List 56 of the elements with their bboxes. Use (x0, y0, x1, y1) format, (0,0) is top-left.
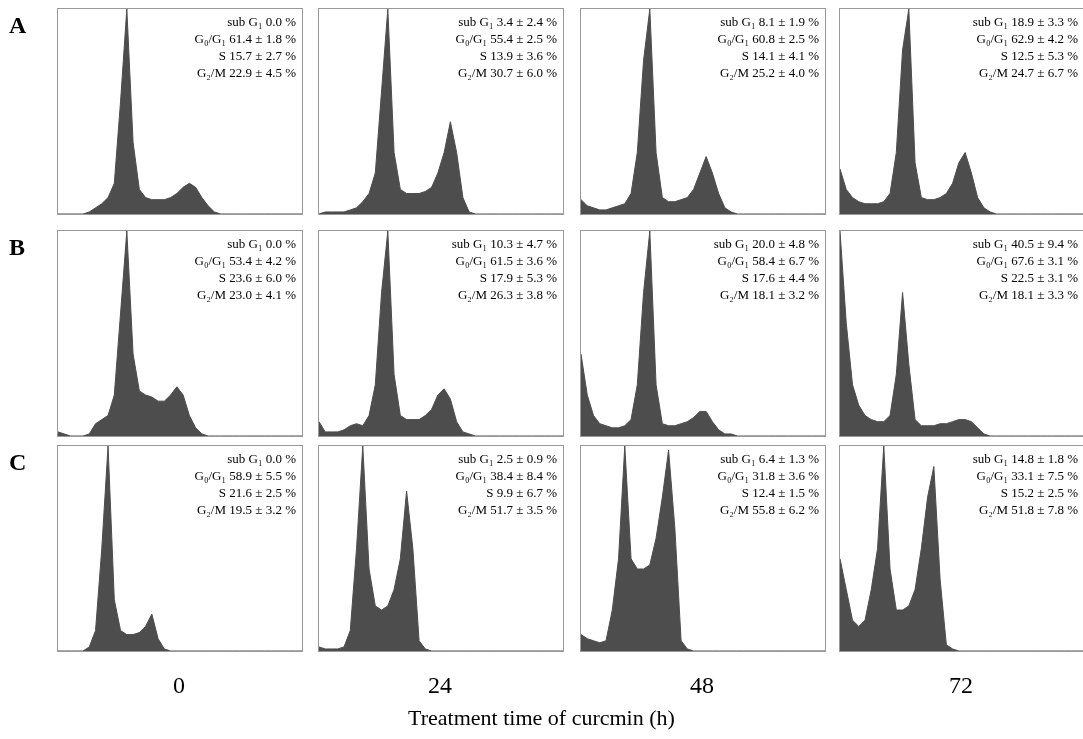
annotation: G₂/M 26.3 ± 3.8 % (456, 286, 557, 303)
annotation: sub G₁ 2.5 ± 0.9 % (457, 450, 557, 467)
annotation: sub G₁ 8.1 ± 1.9 % (719, 13, 819, 30)
annotation: sub G₁ 14.8 ± 1.8 % (972, 450, 1078, 467)
x-axis-title: 48 (689, 672, 715, 699)
annotation: G₀/G₁ 61.4 ± 1.8 % (194, 30, 296, 47)
chart-title: A (9, 12, 27, 39)
annotation: sub G₁ 0.0 % (226, 13, 296, 30)
annotation: G₀/G₁ 58.9 ± 5.5 % (194, 467, 296, 484)
annotation: G₂/M 18.1 ± 3.2 % (718, 286, 819, 303)
annotation: G₀/G₁ 33.1 ± 7.5 % (975, 467, 1078, 484)
annotation: S 23.6 ± 6.0 % (217, 269, 296, 286)
annotation: G₀/G₁ 60.8 ± 2.5 % (717, 30, 819, 47)
chart-title: C (9, 449, 27, 476)
annotation: S 12.4 ± 1.5 % (740, 484, 819, 501)
annotation: G₂/M 23.0 ± 4.1 % (195, 286, 296, 303)
annotation: G₂/M 55.8 ± 6.2 % (718, 501, 819, 518)
x-axis-title: 0 (172, 672, 186, 699)
annotation: sub G₁ 40.5 ± 9.4 % (972, 235, 1078, 252)
annotation: G₀/G₁ 61.5 ± 3.6 % (454, 252, 557, 269)
annotation: S 13.9 ± 3.6 % (478, 47, 557, 64)
annotation: G₂/M 19.5 ± 3.2 % (195, 501, 296, 518)
annotation: G₂/M 18.1 ± 3.3 % (977, 286, 1078, 303)
annotation: G₂/M 25.2 ± 4.0 % (718, 64, 819, 81)
annotation: sub G₁ 18.9 ± 3.3 % (972, 13, 1078, 30)
annotation: sub G₁ 6.4 ± 1.3 % (719, 450, 819, 467)
annotation: G₀/G₁ 31.8 ± 3.6 % (717, 467, 819, 484)
x-axis-title: 72 (948, 672, 974, 699)
annotation: S 14.1 ± 4.1 % (740, 47, 819, 64)
annotation: G₂/M 22.9 ± 4.5 % (195, 64, 296, 81)
annotation: S 9.9 ± 6.7 % (485, 484, 557, 501)
annotation: S 15.7 ± 2.7 % (217, 47, 296, 64)
text: Treatment time of curcmin (h) (408, 705, 675, 730)
annotation: sub G₁ 0.0 % (226, 235, 296, 252)
annotation: G₀/G₁ 67.6 ± 3.1 % (975, 252, 1078, 269)
annotation: S 21.6 ± 2.5 % (217, 484, 296, 501)
x-axis-title: 24 (427, 672, 453, 699)
annotation: G₀/G₁ 38.4 ± 8.4 % (455, 467, 557, 484)
annotation: G₂/M 51.7 ± 3.5 % (456, 501, 557, 518)
annotation: S 15.2 ± 2.5 % (999, 484, 1078, 501)
annotation: sub G₁ 3.4 ± 2.4 % (457, 13, 557, 30)
annotation: G₀/G₁ 55.4 ± 2.5 % (455, 30, 557, 47)
annotation: sub G₁ 20.0 ± 4.8 % (713, 235, 819, 252)
annotation: G₂/M 30.7 ± 6.0 % (456, 64, 557, 81)
annotation: G₀/G₁ 62.9 ± 4.2 % (975, 30, 1078, 47)
annotation: G₂/M 24.7 ± 6.7 % (977, 64, 1078, 81)
annotation: sub G₁ 10.3 ± 4.7 % (451, 235, 557, 252)
annotation: sub G₁ 0.0 % (226, 450, 296, 467)
annotation: S 12.5 ± 5.3 % (999, 47, 1078, 64)
annotation: S 17.6 ± 4.4 % (740, 269, 819, 286)
annotation: G₂/M 51.8 ± 7.8 % (977, 501, 1078, 518)
annotation: G₀/G₁ 53.4 ± 4.2 % (194, 252, 296, 269)
annotation: S 22.5 ± 3.1 % (999, 269, 1078, 286)
annotation: S 17.9 ± 5.3 % (478, 269, 557, 286)
annotation: G₀/G₁ 58.4 ± 6.7 % (716, 252, 819, 269)
chart-title: B (9, 234, 26, 261)
